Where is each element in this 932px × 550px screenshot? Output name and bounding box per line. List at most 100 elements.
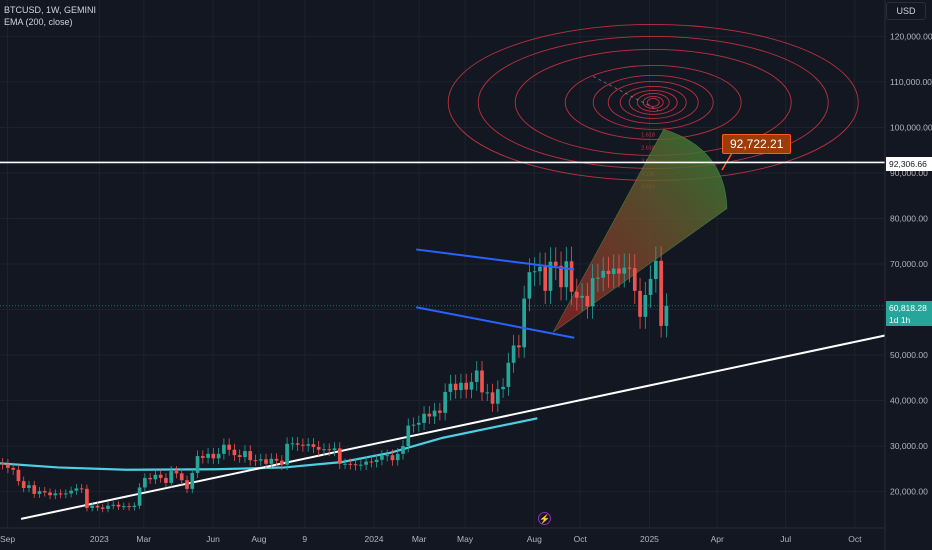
x-tick-label: Apr — [711, 534, 724, 544]
candle-body — [364, 461, 368, 465]
candle — [474, 360, 479, 391]
candle-body — [596, 277, 600, 279]
candle — [116, 501, 121, 511]
candle — [232, 443, 237, 461]
candle — [179, 468, 184, 485]
candle — [401, 439, 405, 460]
ema-200-line — [0, 417, 538, 471]
candle-body — [548, 261, 553, 291]
candle-body — [517, 345, 521, 348]
candle-body — [11, 467, 16, 470]
price-channel — [415, 248, 575, 339]
candle-body — [411, 424, 416, 426]
candle-body — [295, 443, 300, 445]
candle-body — [532, 271, 537, 273]
candle-body — [569, 261, 574, 292]
candle — [543, 252, 548, 304]
candle — [211, 448, 216, 464]
candle — [222, 438, 226, 460]
indicator-line[interactable]: EMA (200, close) — [4, 17, 73, 27]
candle-body — [316, 446, 321, 450]
candle-body — [85, 488, 89, 508]
candle — [132, 502, 137, 511]
candle-body — [169, 471, 174, 483]
candle — [395, 448, 400, 466]
candle-body — [617, 268, 621, 274]
candle-body — [648, 279, 653, 295]
candle — [469, 372, 474, 399]
x-tick-label: Mar — [412, 534, 427, 544]
candle — [574, 278, 579, 311]
symbol-line[interactable]: BTCUSD, 1W, GEMINI — [4, 5, 97, 15]
lightning-bolt-icon[interactable]: ⚡ — [538, 512, 551, 525]
candle — [16, 464, 21, 486]
candle — [564, 246, 569, 301]
candle-body — [153, 474, 158, 480]
candle — [643, 282, 648, 329]
candle-body — [111, 504, 116, 506]
trend-line — [20, 334, 886, 520]
candle — [416, 415, 421, 432]
x-tick-label: Aug — [251, 534, 266, 544]
candle — [11, 462, 16, 475]
y-tick-label: 90,000.00 — [890, 168, 928, 178]
candle-body — [590, 278, 595, 307]
candle — [559, 251, 563, 301]
target-callout[interactable]: 92,722.21 — [722, 134, 792, 154]
target-circle — [607, 80, 699, 124]
candle-body — [622, 267, 627, 274]
candle — [295, 437, 300, 451]
candle-body — [206, 453, 210, 458]
candle — [95, 502, 100, 511]
candle-body — [269, 458, 274, 464]
candle-body — [264, 459, 268, 464]
candle-body — [227, 444, 231, 450]
candle — [448, 374, 453, 401]
candle — [69, 486, 73, 498]
chart-legend: BTCUSD, 1W, GEMINI EMA (200, close) — [4, 4, 96, 28]
current-price-tag: 60,818.28 1d 1h — [886, 301, 932, 326]
candle-body — [343, 463, 347, 465]
candle-body — [359, 464, 363, 466]
candle-body — [200, 456, 205, 458]
target-circle — [619, 85, 687, 119]
candle-body — [211, 453, 216, 459]
candle-body — [195, 456, 200, 473]
candle-body — [422, 413, 426, 423]
y-tick-label: 20,000.00 — [890, 487, 928, 497]
candle — [353, 458, 358, 471]
candle-body — [469, 381, 474, 390]
candle — [137, 483, 142, 510]
candle-body — [443, 391, 447, 413]
currency-button[interactable]: USD — [886, 2, 926, 20]
x-tick-label: Mar — [136, 534, 151, 544]
candle — [511, 334, 516, 373]
candle — [464, 373, 469, 399]
candle — [359, 459, 363, 471]
candle — [42, 487, 47, 497]
candle — [237, 449, 242, 463]
candle — [348, 458, 353, 470]
candle — [174, 466, 179, 479]
candle-body — [511, 345, 516, 363]
candle — [206, 448, 210, 464]
candle — [200, 450, 205, 464]
x-tick-label: Sep — [0, 534, 15, 544]
candle — [64, 489, 68, 499]
candle — [432, 402, 437, 424]
x-tick-label: Oct — [848, 534, 862, 544]
candle — [6, 458, 10, 474]
ema-line — [0, 417, 538, 471]
circle-axis — [592, 75, 659, 111]
candle — [638, 277, 642, 329]
candle — [148, 473, 152, 484]
candle-body — [37, 491, 42, 494]
candle — [654, 246, 658, 293]
candle-body — [285, 443, 289, 465]
candle — [85, 484, 89, 512]
candle-body — [64, 493, 68, 495]
x-tick-label: Aug — [527, 534, 542, 544]
candle — [32, 480, 37, 498]
y-tick-label: 100,000.00 — [890, 122, 932, 132]
